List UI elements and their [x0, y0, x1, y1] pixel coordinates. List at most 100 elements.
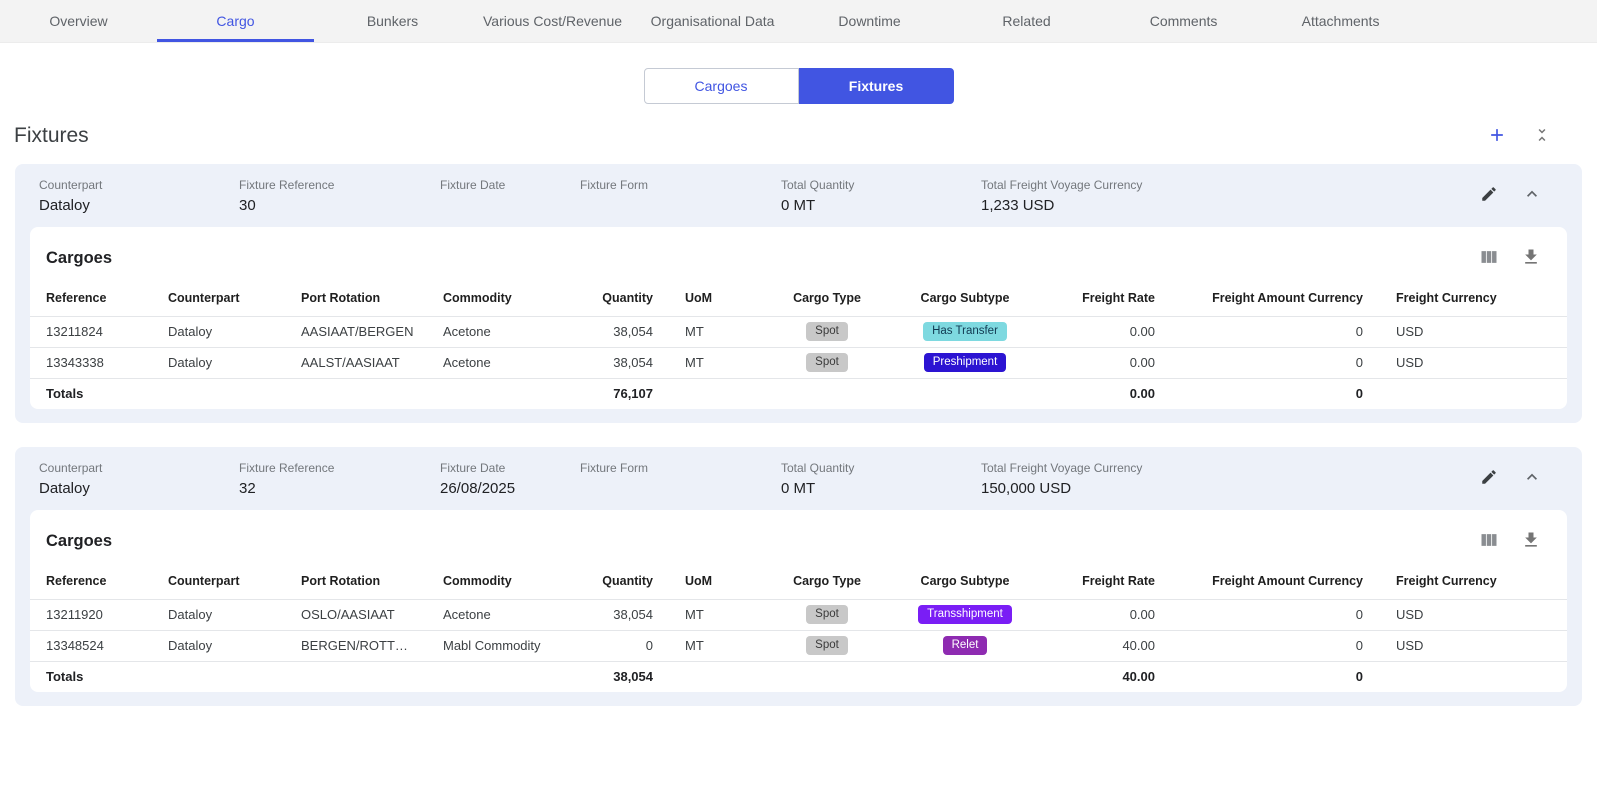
cargo-row[interactable]: 13348524 Dataloy BERGEN/ROTT… Mabl Commo… — [30, 630, 1567, 661]
tab-related[interactable]: Related — [1002, 13, 1051, 29]
col-counterpart: Counterpart — [168, 290, 240, 305]
cell-counterpart: Dataloy — [168, 638, 213, 653]
cell-freight-currency: USD — [1396, 355, 1424, 370]
view-columns-icon — [1479, 247, 1499, 270]
totals-freight-amount-currency: 0 — [1355, 386, 1363, 402]
collapse-fixture-button[interactable] — [1522, 184, 1542, 207]
col-commodity: Commodity — [443, 290, 512, 305]
cell-freight-amount-currency: 0 — [1355, 324, 1363, 339]
cell-port-rotation: AASIAAT/BERGEN — [301, 324, 414, 339]
chevron-up-icon — [1522, 184, 1542, 207]
totals-label: Totals — [46, 386, 84, 402]
fixture-card-1: Counterpart Dataloy Fixture Reference 30… — [15, 164, 1582, 423]
col-freight-rate: Freight Rate — [1082, 290, 1155, 305]
columns-button[interactable] — [1479, 530, 1499, 553]
collapse-all-button[interactable] — [1533, 126, 1551, 147]
table-header-row: Reference Counterpart Port Rotation Comm… — [30, 563, 1567, 599]
totals-freight-amount-currency: 0 — [1355, 669, 1363, 685]
col-cargo-subtype: Cargo Subtype — [920, 290, 1010, 305]
cell-uom: MT — [685, 638, 704, 653]
tab-organisational-data[interactable]: Organisational Data — [650, 13, 775, 29]
unfold-less-icon — [1533, 126, 1551, 147]
col-commodity: Commodity — [443, 573, 512, 588]
cell-freight-rate: 0.00 — [1129, 324, 1155, 339]
fixture-header: Counterpart Dataloy Fixture Reference 30… — [15, 164, 1582, 225]
totals-freight-rate: 40.00 — [1122, 669, 1155, 685]
cargoes-fixtures-toggle: Cargoes Fixtures — [643, 68, 954, 104]
cell-commodity: Acetone — [443, 355, 491, 370]
col-counterpart: Counterpart — [168, 573, 240, 588]
cargo-row[interactable]: 13211920 Dataloy OSLO/AASIAAT Acetone 38… — [30, 599, 1567, 630]
cell-freight-amount-currency: 0 — [1355, 607, 1363, 622]
edit-fixture-button[interactable] — [1480, 468, 1498, 489]
pencil-icon — [1480, 468, 1498, 489]
download-button[interactable] — [1521, 247, 1541, 270]
totals-label: Totals — [46, 669, 84, 685]
cell-port-rotation: BERGEN/ROTT… — [301, 638, 408, 653]
chevron-up-icon — [1522, 467, 1542, 490]
col-cargo-type: Cargo Type — [793, 290, 861, 305]
download-button[interactable] — [1521, 530, 1541, 553]
cell-uom: MT — [685, 324, 704, 339]
cargo-row[interactable]: 13343338 Dataloy AALST/AASIAAT Acetone 3… — [30, 347, 1567, 378]
cell-freight-amount-currency: 0 — [1355, 355, 1363, 370]
cargo-subtype-chip: Relet — [942, 635, 988, 656]
collapse-fixture-button[interactable] — [1522, 467, 1542, 490]
totals-freight-rate: 0.00 — [1129, 386, 1155, 402]
add-fixture-button[interactable] — [1487, 125, 1507, 148]
cargoes-table: Reference Counterpart Port Rotation Comm… — [30, 563, 1567, 692]
cell-commodity: Acetone — [443, 607, 491, 622]
tab-various-cost-revenue[interactable]: Various Cost/Revenue — [483, 13, 623, 29]
cell-reference: 13343338 — [46, 355, 104, 370]
totals-quantity: 38,054 — [613, 669, 653, 685]
field-fixture-form: Fixture Form — [580, 461, 649, 475]
field-fixture-reference: Fixture Reference 32 — [239, 461, 335, 497]
field-fixture-reference: Fixture Reference 30 — [239, 178, 335, 214]
field-total-quantity: Total Quantity 0 MT — [781, 461, 855, 497]
field-total-freight: Total Freight Voyage Currency 1,233 USD — [981, 178, 1143, 214]
tab-attachments[interactable]: Attachments — [1301, 13, 1380, 29]
cargoes-title: Cargoes — [46, 532, 113, 550]
cell-freight-amount-currency: 0 — [1355, 638, 1363, 653]
cell-reference: 13348524 — [46, 638, 104, 653]
cell-counterpart: Dataloy — [168, 607, 213, 622]
cell-uom: MT — [685, 607, 704, 622]
toggle-cargoes-button[interactable]: Cargoes — [643, 68, 799, 104]
cargo-type-chip: Spot — [806, 635, 848, 656]
cell-quantity: 38,054 — [613, 324, 653, 339]
cargo-row[interactable]: 13211824 Dataloy AASIAAT/BERGEN Acetone … — [30, 316, 1567, 347]
tab-downtime[interactable]: Downtime — [838, 13, 901, 29]
cargo-subtype-chip: Has Transfer — [923, 321, 1007, 342]
pencil-icon — [1480, 185, 1498, 206]
field-total-freight: Total Freight Voyage Currency 150,000 US… — [981, 461, 1143, 497]
cell-uom: MT — [685, 355, 704, 370]
col-cargo-subtype: Cargo Subtype — [920, 573, 1010, 588]
cargo-subtype-chip: Transshipment — [918, 604, 1012, 625]
tab-comments[interactable]: Comments — [1149, 13, 1218, 29]
col-uom: UoM — [685, 290, 713, 305]
cargoes-panel: Cargoes — [30, 510, 1567, 692]
cargoes-table: Reference Counterpart Port Rotation Comm… — [30, 280, 1567, 409]
edit-fixture-button[interactable] — [1480, 185, 1498, 206]
cell-reference: 13211824 — [46, 324, 103, 339]
field-counterpart: Counterpart Dataloy — [39, 461, 103, 497]
toggle-fixtures-button[interactable]: Fixtures — [798, 68, 954, 104]
cell-freight-currency: USD — [1396, 324, 1424, 339]
field-counterpart: Counterpart Dataloy — [39, 178, 103, 214]
cell-counterpart: Dataloy — [168, 324, 213, 339]
cell-freight-rate: 40.00 — [1122, 638, 1155, 653]
tab-cargo[interactable]: Cargo — [157, 0, 314, 42]
cell-port-rotation: OSLO/AASIAAT — [301, 607, 395, 622]
tab-bunkers[interactable]: Bunkers — [366, 13, 419, 29]
col-freight-rate: Freight Rate — [1082, 573, 1155, 588]
cargo-type-chip: Spot — [806, 352, 848, 373]
field-fixture-date: Fixture Date — [440, 178, 506, 192]
columns-button[interactable] — [1479, 247, 1499, 270]
col-cargo-type: Cargo Type — [793, 573, 861, 588]
totals-quantity: 76,107 — [613, 386, 653, 402]
cell-quantity: 38,054 — [613, 355, 653, 370]
col-reference: Reference — [46, 290, 107, 305]
cell-reference: 13211920 — [46, 607, 103, 622]
cell-quantity: 0 — [645, 638, 653, 653]
tab-overview[interactable]: Overview — [49, 13, 108, 29]
